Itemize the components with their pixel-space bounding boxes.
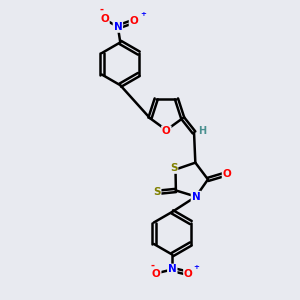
Text: O: O [223, 169, 231, 179]
Text: S: S [153, 187, 160, 197]
Text: O: O [100, 14, 109, 24]
Text: N: N [113, 22, 122, 32]
Text: O: O [184, 268, 193, 279]
Text: N: N [168, 265, 177, 275]
Text: +: + [194, 265, 200, 271]
Text: O: O [152, 268, 161, 279]
Text: O: O [162, 126, 171, 136]
Text: +: + [140, 11, 146, 17]
Text: -: - [100, 5, 104, 15]
Text: S: S [170, 163, 178, 173]
Text: N: N [192, 192, 200, 202]
Text: -: - [151, 261, 155, 271]
Text: H: H [198, 126, 206, 136]
Text: O: O [130, 16, 138, 26]
